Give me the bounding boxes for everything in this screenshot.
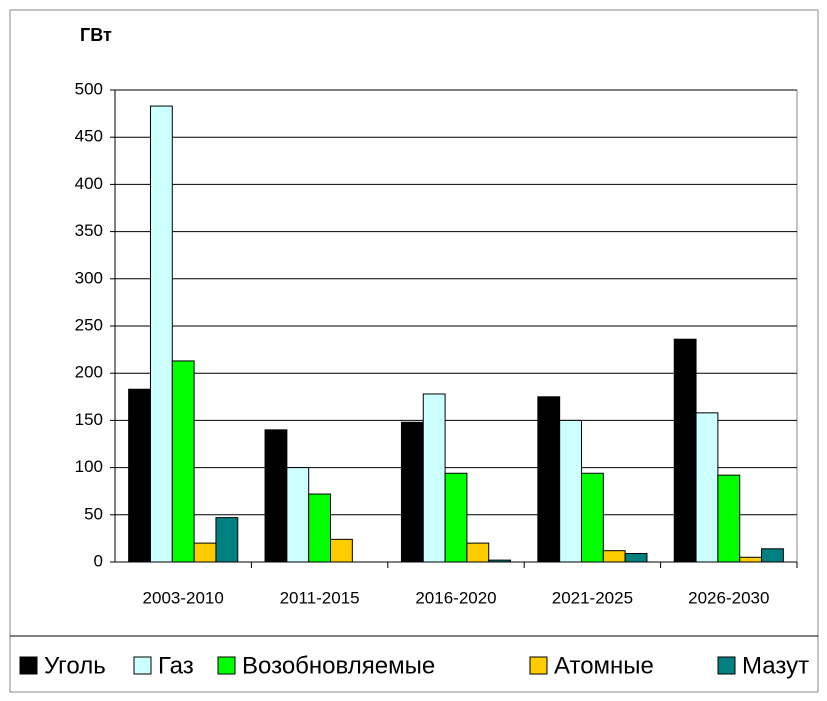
bar — [624, 553, 648, 563]
legend-label: Газ — [158, 652, 194, 679]
bar — [695, 412, 719, 563]
y-tick-label: 450 — [75, 127, 103, 146]
y-tick-label: 200 — [75, 363, 103, 382]
bar — [717, 474, 741, 563]
bar — [537, 396, 561, 563]
bar — [308, 493, 332, 563]
y-tick-label: 250 — [75, 315, 103, 334]
x-tick-label: 2016-2020 — [415, 588, 496, 607]
bar — [488, 559, 512, 563]
y-tick-label: 400 — [75, 174, 103, 193]
y-tick-label: 0 — [94, 551, 103, 570]
bar — [400, 421, 424, 563]
legend-label: Уголь — [44, 652, 106, 679]
bar — [264, 429, 288, 563]
y-tick-label: 350 — [75, 221, 103, 240]
bar — [466, 542, 490, 563]
bar — [422, 393, 446, 563]
legend-swatch — [133, 656, 152, 675]
y-tick-label: 300 — [75, 268, 103, 287]
x-tick-label: 2021-2025 — [552, 588, 633, 607]
x-tick-label: 2011-2015 — [280, 588, 360, 607]
x-tick-label: 2003-2010 — [143, 588, 224, 607]
y-tick-label: 150 — [75, 410, 103, 429]
y-axis-label: ГВт — [80, 25, 112, 45]
y-tick-label: 100 — [75, 457, 103, 476]
legend-swatch — [717, 656, 736, 675]
legend-label: Возобновляемые — [242, 652, 435, 679]
bar — [286, 467, 310, 563]
bar — [215, 517, 239, 563]
bar — [739, 556, 763, 563]
bar — [171, 360, 195, 563]
bar — [673, 338, 697, 563]
x-tick-label: 2026-2030 — [688, 588, 769, 607]
legend-label: Мазут — [742, 652, 809, 679]
legend-swatch — [19, 656, 38, 675]
bar — [330, 538, 353, 563]
legend-swatch — [529, 656, 548, 675]
legend-label: Атомные — [554, 652, 654, 679]
y-tick-label: 50 — [84, 504, 103, 523]
bar — [128, 388, 151, 563]
bar — [444, 472, 468, 563]
bar — [559, 419, 582, 563]
bar — [149, 105, 173, 563]
bar — [602, 550, 626, 563]
bar — [580, 472, 604, 563]
legend-swatch — [217, 656, 236, 675]
bar — [761, 548, 784, 563]
bar — [193, 542, 217, 563]
y-tick-label: 500 — [75, 79, 103, 98]
